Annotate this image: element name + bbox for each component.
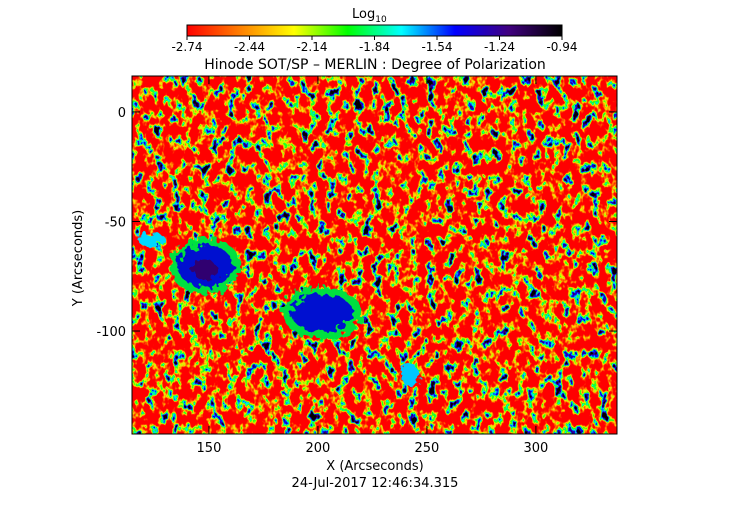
colorbar-tick-label: -2.14 [296,40,327,54]
y-tick-label: -50 [105,215,126,230]
map [132,76,617,434]
x-tick-label: 150 [197,441,222,456]
x-tick-label: 200 [306,441,331,456]
y-tick-label: 0 [118,106,126,121]
colorbar-tick-label: -1.24 [484,40,515,54]
x-tick-label: 300 [523,441,548,456]
chart-title: Hinode SOT/SP – MERLIN : Degree of Polar… [204,57,546,73]
colorbar-label: Log10 [352,7,387,25]
x-axis-label: X (Arcseconds) [326,459,423,474]
colorbar [186,24,563,37]
colorbar-tick-label: -2.74 [171,40,202,54]
colorbar-tick-label: -0.94 [546,40,577,54]
x-tick-label: 250 [415,441,440,456]
colorbar-tick-label: -1.84 [359,40,390,54]
colorbar-tick-label: -1.54 [421,40,452,54]
timestamp: 24-Jul-2017 12:46:34.315 [292,476,459,491]
y-tick-label: -100 [96,325,126,340]
y-axis-label: Y (Arcseconds) [71,210,86,307]
active-regions [138,233,419,387]
plot-frame [131,75,618,435]
colorbar-tick-label: -2.44 [234,40,265,54]
